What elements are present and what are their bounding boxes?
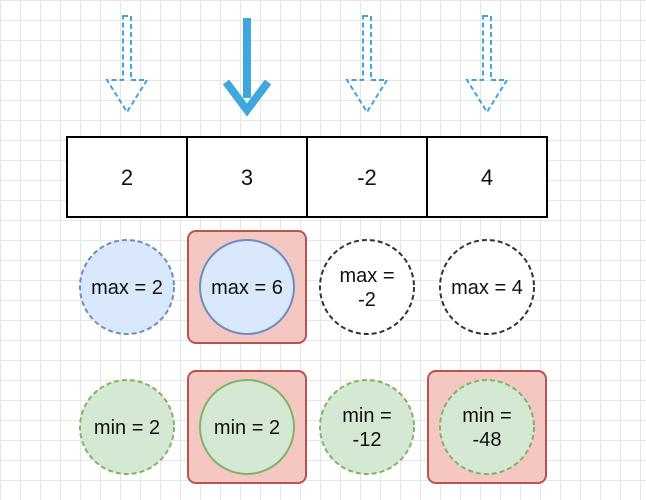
max-node: max =-2: [319, 239, 415, 335]
dashed-pointer-arrow-icon: [345, 15, 389, 114]
array-cell: -2: [306, 136, 428, 218]
max-node-label: max =: [339, 265, 394, 287]
max-node: max = 6: [187, 230, 307, 344]
array-cell-value: 2: [121, 165, 133, 190]
min-node-label: min =: [342, 405, 391, 427]
min-node: min = 2: [79, 379, 175, 475]
array-cell: 3: [186, 136, 308, 218]
min-node-label: -48: [473, 429, 502, 451]
min-node-label: min = 2: [94, 417, 160, 439]
max-node: max = 2: [79, 239, 175, 335]
min-node-label: min = 2: [214, 417, 280, 439]
max-node-label: max = 2: [91, 277, 163, 299]
max-node-label: -2: [358, 289, 376, 311]
max-node: max = 4: [439, 239, 535, 335]
max-node-label: max = 6: [211, 277, 283, 299]
array-cell-value: 4: [481, 165, 493, 190]
min-node-label: min =: [462, 405, 511, 427]
pointer-arrows: [105, 15, 509, 117]
array-cell-value: 3: [241, 165, 253, 190]
min-node: min =-12: [319, 379, 415, 475]
dashed-pointer-arrow-icon: [465, 15, 509, 114]
array-cell-value: -2: [357, 165, 377, 190]
min-node: min = 2: [187, 370, 307, 484]
dashed-pointer-arrow-icon: [105, 15, 149, 114]
max-node-label: max = 4: [451, 277, 523, 299]
min-node: min =-48: [427, 370, 547, 484]
array-cell: 2: [66, 136, 188, 218]
array-row: 2 3 -2 4: [66, 136, 548, 218]
array-cell: 4: [426, 136, 548, 218]
max-row: max = 2 max = 6 max =-2 max = 4: [79, 230, 535, 344]
min-node-label: -12: [353, 429, 382, 451]
current-pointer-arrow-icon: [222, 18, 272, 117]
